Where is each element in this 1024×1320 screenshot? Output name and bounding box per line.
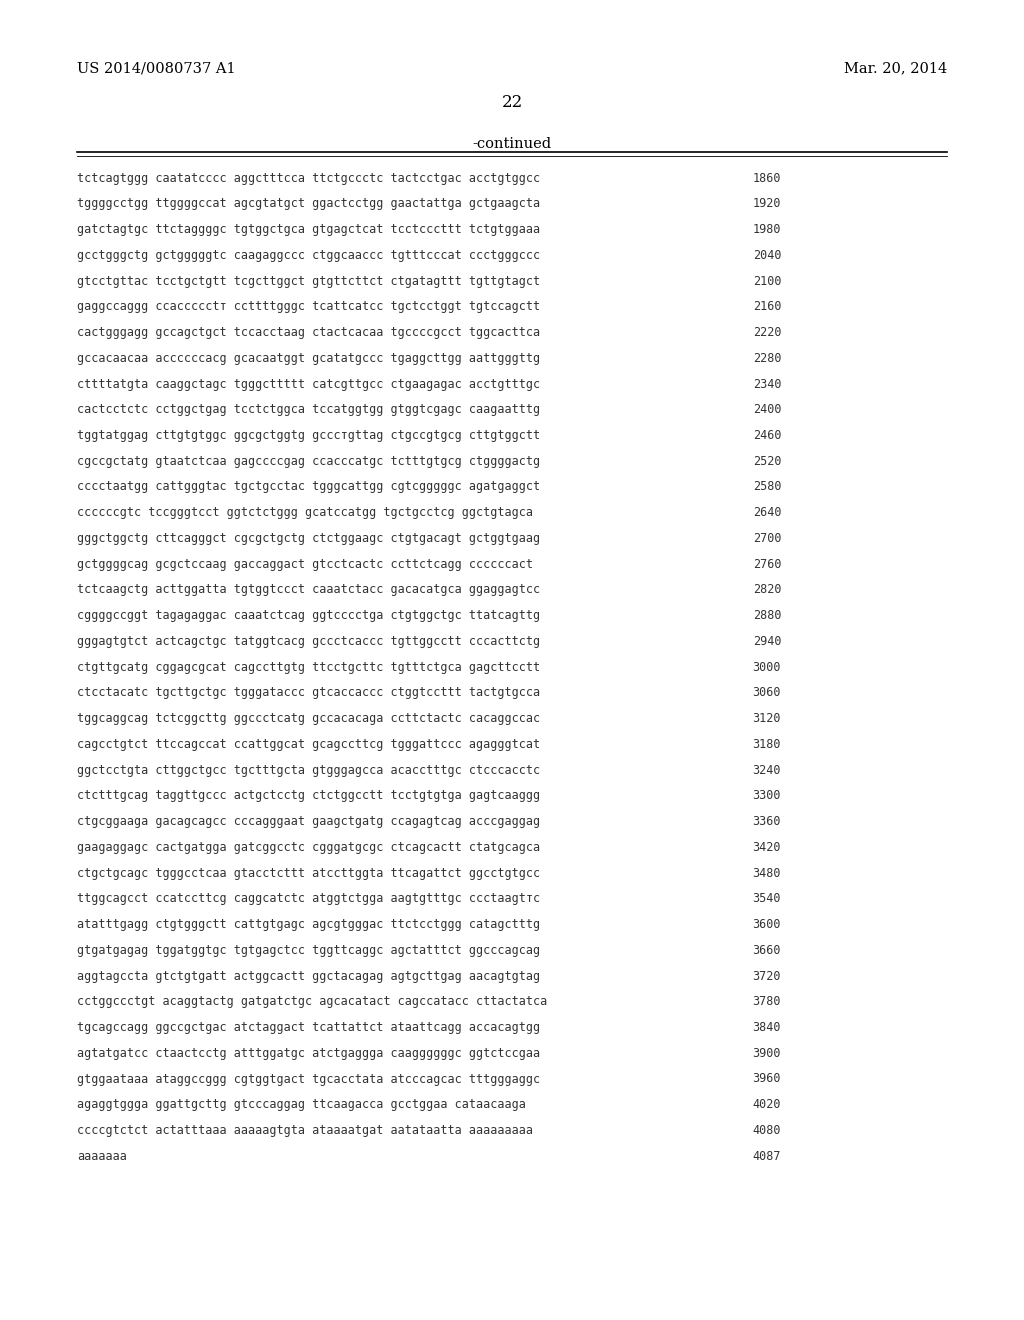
Text: 2580: 2580	[753, 480, 781, 494]
Text: 3480: 3480	[753, 866, 781, 879]
Text: cttttatgta caaggctagc tgggcttttt catcgttgcc ctgaagagac acctgtttgc: cttttatgta caaggctagc tgggcttttt catcgtt…	[77, 378, 540, 391]
Text: 2820: 2820	[753, 583, 781, 597]
Text: 22: 22	[502, 94, 522, 111]
Text: gtcctgttac tcctgctgtt tcgcttggct gtgttcttct ctgatagttt tgttgtagct: gtcctgttac tcctgctgtt tcgcttggct gtgttct…	[77, 275, 540, 288]
Text: ccccccgtc tccgggtcct ggtctctggg gcatccatgg tgctgcctcg ggctgtagca: ccccccgtc tccgggtcct ggtctctggg gcatccat…	[77, 506, 532, 519]
Text: cactgggagg gccagctgct tccacctaag ctactcacaa tgccccgcct tggcacttca: cactgggagg gccagctgct tccacctaag ctactca…	[77, 326, 540, 339]
Text: tctcagtggg caatatcccc aggctttcca ttctgccctc tactcctgac acctgtggcc: tctcagtggg caatatcccc aggctttcca ttctgcc…	[77, 172, 540, 185]
Text: cgccgctatg gtaatctcaa gagccccgag ccacccatgc tctttgtgcg ctggggactg: cgccgctatg gtaatctcaa gagccccgag ccaccca…	[77, 454, 540, 467]
Text: 1920: 1920	[753, 197, 781, 210]
Text: 3240: 3240	[753, 763, 781, 776]
Text: tggggcctgg ttggggccat agcgtatgct ggactcctgg gaactattga gctgaagcta: tggggcctgg ttggggccat agcgtatgct ggactcc…	[77, 197, 540, 210]
Text: 2100: 2100	[753, 275, 781, 288]
Text: gctggggcag gcgctccaag gaccaggact gtcctcactc ccttctcagg ccccccact: gctggggcag gcgctccaag gaccaggact gtcctca…	[77, 557, 532, 570]
Text: aggtagccta gtctgtgatt actggcactt ggctacagag agtgcttgag aacagtgtag: aggtagccta gtctgtgatt actggcactt ggctaca…	[77, 969, 540, 982]
Text: -continued: -continued	[472, 137, 552, 152]
Text: cccctaatgg cattgggtac tgctgcctac tgggcattgg cgtcgggggc agatgaggct: cccctaatgg cattgggtac tgctgcctac tgggcat…	[77, 480, 540, 494]
Text: gggctggctg cttcagggct cgcgctgctg ctctggaagc ctgtgacagt gctggtgaag: gggctggctg cttcagggct cgcgctgctg ctctgga…	[77, 532, 540, 545]
Text: gtggaataaa ataggccggg cgtggtgact tgcacctata atcccagcac tttgggaggc: gtggaataaa ataggccggg cgtggtgact tgcacct…	[77, 1072, 540, 1085]
Text: US 2014/0080737 A1: US 2014/0080737 A1	[77, 61, 236, 75]
Text: 1860: 1860	[753, 172, 781, 185]
Text: 3120: 3120	[753, 713, 781, 725]
Text: 2640: 2640	[753, 506, 781, 519]
Text: 4087: 4087	[753, 1150, 781, 1163]
Text: gcctgggctg gctgggggtc caagaggccc ctggcaaccc tgtttcccat ccctgggccc: gcctgggctg gctgggggtc caagaggccc ctggcaa…	[77, 248, 540, 261]
Text: 3840: 3840	[753, 1022, 781, 1034]
Text: 2040: 2040	[753, 248, 781, 261]
Text: 2760: 2760	[753, 557, 781, 570]
Text: 2880: 2880	[753, 610, 781, 622]
Text: 3600: 3600	[753, 919, 781, 931]
Text: agtatgatcc ctaactcctg atttggatgc atctgaggga caaggggggc ggtctccgaa: agtatgatcc ctaactcctg atttggatgc atctgag…	[77, 1047, 540, 1060]
Text: 2700: 2700	[753, 532, 781, 545]
Text: 2940: 2940	[753, 635, 781, 648]
Text: cactcctctc cctggctgag tcctctggca tccatggtgg gtggtcgagc caagaatttg: cactcctctc cctggctgag tcctctggca tccatgg…	[77, 404, 540, 416]
Text: ctgttgcatg cggagcgcat cagccttgtg ttcctgcttc tgtttctgca gagcttcctt: ctgttgcatg cggagcgcat cagccttgtg ttcctgc…	[77, 660, 540, 673]
Text: 4080: 4080	[753, 1125, 781, 1137]
Text: tgcagccagg ggccgctgac atctaggact tcattattct ataattcagg accacagtgg: tgcagccagg ggccgctgac atctaggact tcattat…	[77, 1022, 540, 1034]
Text: ctctttgcag taggttgccc actgctcctg ctctggcctt tcctgtgtga gagtcaaggg: ctctttgcag taggttgccc actgctcctg ctctggc…	[77, 789, 540, 803]
Text: 2460: 2460	[753, 429, 781, 442]
Text: ccccgtctct actatttaaa aaaaagtgta ataaaatgat aatataatta aaaaaaaaa: ccccgtctct actatttaaa aaaaagtgta ataaaat…	[77, 1125, 532, 1137]
Text: Mar. 20, 2014: Mar. 20, 2014	[844, 61, 947, 75]
Text: ttggcagcct ccatccttcg caggcatctc atggtctgga aagtgtttgc ccctaagtтc: ttggcagcct ccatccttcg caggcatctc atggtct…	[77, 892, 540, 906]
Text: 3000: 3000	[753, 660, 781, 673]
Text: ctcctacatc tgcttgctgc tgggataccc gtcaccaccc ctggtccttt tactgtgcca: ctcctacatc tgcttgctgc tgggataccc gtcacca…	[77, 686, 540, 700]
Text: ctgctgcagc tgggcctcaa gtacctcttt atccttggta ttcagattct ggcctgtgcc: ctgctgcagc tgggcctcaa gtacctcttt atccttg…	[77, 866, 540, 879]
Text: 1980: 1980	[753, 223, 781, 236]
Text: cagcctgtct ttccagccat ccattggcat gcagccttcg tgggattccc agagggtcat: cagcctgtct ttccagccat ccattggcat gcagcct…	[77, 738, 540, 751]
Text: tctcaagctg acttggatta tgtggtccct caaatctacc gacacatgca ggaggagtcc: tctcaagctg acttggatta tgtggtccct caaatct…	[77, 583, 540, 597]
Text: 3780: 3780	[753, 995, 781, 1008]
Text: 3180: 3180	[753, 738, 781, 751]
Text: gaagaggagc cactgatgga gatcggcctc cgggatgcgc ctcagcactt ctatgcagca: gaagaggagc cactgatgga gatcggcctc cgggatg…	[77, 841, 540, 854]
Text: cggggccggt tagagaggac caaatctcag ggtcccctga ctgtggctgc ttatcagttg: cggggccggt tagagaggac caaatctcag ggtcccc…	[77, 610, 540, 622]
Text: gggagtgtct actcagctgc tatggtcacg gccctcaccc tgttggcctt cccacttctg: gggagtgtct actcagctgc tatggtcacg gccctca…	[77, 635, 540, 648]
Text: 2280: 2280	[753, 351, 781, 364]
Text: ctgcggaaga gacagcagcc cccagggaat gaagctgatg ccagagtcag acccgaggag: ctgcggaaga gacagcagcc cccagggaat gaagctg…	[77, 814, 540, 828]
Text: gtgatgagag tggatggtgc tgtgagctcc tggttcaggc agctatttct ggcccagcag: gtgatgagag tggatggtgc tgtgagctcc tggttca…	[77, 944, 540, 957]
Text: 2220: 2220	[753, 326, 781, 339]
Text: 3660: 3660	[753, 944, 781, 957]
Text: tggcaggcag tctcggcttg ggccctcatg gccacacaga ccttctactc cacaggccac: tggcaggcag tctcggcttg ggccctcatg gccacac…	[77, 713, 540, 725]
Text: atatttgagg ctgtgggctt cattgtgagc agcgtgggac ttctcctggg catagctttg: atatttgagg ctgtgggctt cattgtgagc agcgtgg…	[77, 919, 540, 931]
Text: gatctagtgc ttctaggggc tgtggctgca gtgagctcat tcctcccttt tctgtggaaa: gatctagtgc ttctaggggc tgtggctgca gtgagct…	[77, 223, 540, 236]
Text: 2160: 2160	[753, 301, 781, 313]
Text: aaaaaaa: aaaaaaa	[77, 1150, 127, 1163]
Text: ggctcctgta cttggctgcc tgctttgcta gtgggagcca acacctttgc ctcccacctc: ggctcctgta cttggctgcc tgctttgcta gtgggag…	[77, 763, 540, 776]
Text: 3960: 3960	[753, 1072, 781, 1085]
Text: gaggccaggg ccaccccctт ccttttgggc tcattcatcc tgctcctggt tgtccagctt: gaggccaggg ccaccccctт ccttttgggc tcattca…	[77, 301, 540, 313]
Text: 3540: 3540	[753, 892, 781, 906]
Text: 3720: 3720	[753, 969, 781, 982]
Text: 3360: 3360	[753, 814, 781, 828]
Text: 2340: 2340	[753, 378, 781, 391]
Text: 3420: 3420	[753, 841, 781, 854]
Text: tggtatggag cttgtgtggc ggcgctggtg gcccтgttag ctgccgtgcg cttgtggctt: tggtatggag cttgtgtggc ggcgctggtg gcccтgt…	[77, 429, 540, 442]
Text: cctggccctgt acaggtactg gatgatctgc agcacatact cagccatacc cttactatca: cctggccctgt acaggtactg gatgatctgc agcaca…	[77, 995, 547, 1008]
Text: agaggtggga ggattgcttg gtcccaggag ttcaagacca gcctggaa cataacaaga: agaggtggga ggattgcttg gtcccaggag ttcaaga…	[77, 1098, 525, 1111]
Text: 2520: 2520	[753, 454, 781, 467]
Text: 3060: 3060	[753, 686, 781, 700]
Text: 3900: 3900	[753, 1047, 781, 1060]
Text: 4020: 4020	[753, 1098, 781, 1111]
Text: 2400: 2400	[753, 404, 781, 416]
Text: gccacaacaa accccccacg gcacaatggt gcatatgccc tgaggcttgg aattgggttg: gccacaacaa accccccacg gcacaatggt gcatatg…	[77, 351, 540, 364]
Text: 3300: 3300	[753, 789, 781, 803]
